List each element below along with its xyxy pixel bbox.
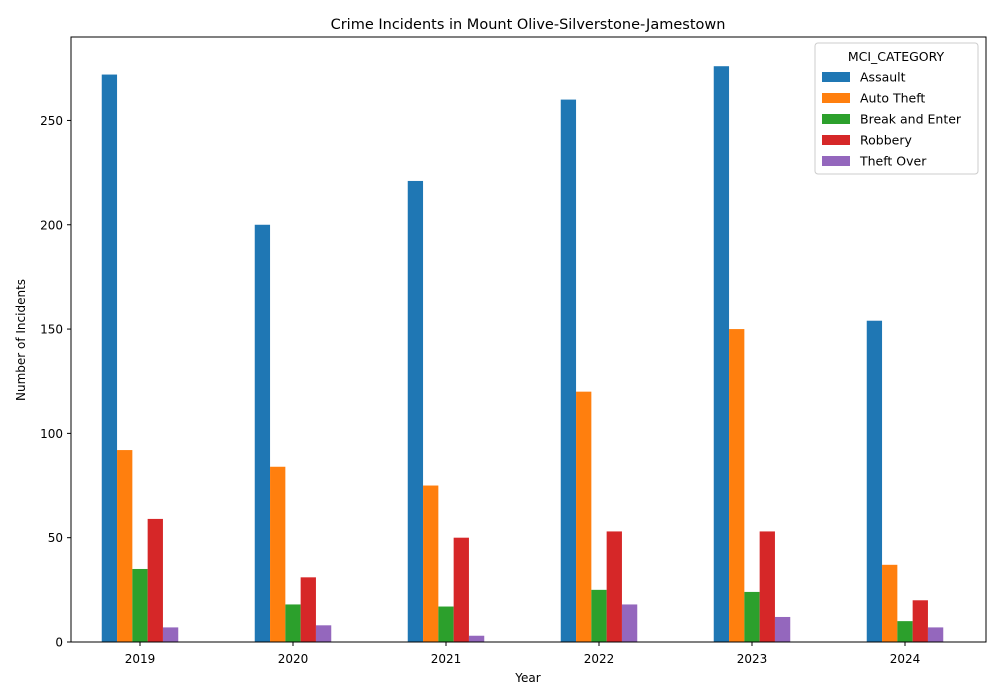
- x-axis-title: Year: [514, 671, 540, 685]
- legend-swatch-assault: [822, 72, 850, 82]
- legend-label-auto-theft: Auto Theft: [860, 91, 925, 106]
- bar-break-and-enter-2024: [897, 621, 913, 642]
- bar-assault-2023: [713, 66, 730, 642]
- bar-robbery-2023: [759, 531, 775, 642]
- x-tick-label-2022: 2022: [584, 652, 615, 666]
- bar-theft-over-2021: [468, 635, 485, 642]
- x-tick-label-2023: 2023: [737, 652, 768, 666]
- y-tick-label: 200: [40, 218, 63, 232]
- legend-items: Assault Auto Theft Break and Enter Robbery T…: [822, 70, 962, 169]
- y-tick-label: 250: [40, 114, 63, 128]
- legend-swatch-robbery: [822, 135, 850, 145]
- x-tick-label-2020: 2020: [278, 652, 309, 666]
- legend-swatch-auto-theft: [822, 93, 850, 103]
- legend-title: MCI_CATEGORY: [848, 49, 945, 64]
- legend-swatch-theft-over: [822, 156, 850, 166]
- y-tick-label: 0: [55, 636, 63, 650]
- bar-robbery-2021: [453, 537, 469, 642]
- legend-label-break-and-enter: Break and Enter: [860, 112, 962, 127]
- bar-break-and-enter-2022: [591, 589, 607, 642]
- bar-auto-theft-2022: [576, 391, 592, 642]
- y-tick-label: 50: [48, 531, 63, 545]
- bar-auto-theft-2023: [729, 329, 745, 642]
- legend-swatch-break-and-enter: [822, 114, 850, 124]
- bar-break-and-enter-2023: [744, 591, 760, 642]
- legend: MCI_CATEGORY Assault Auto Theft Break and …: [814, 42, 979, 175]
- bar-auto-theft-2020: [270, 466, 286, 642]
- legend-label-robbery: Robbery: [860, 133, 912, 148]
- y-tick-label: 150: [40, 323, 63, 337]
- bar-robbery-2024: [912, 600, 928, 642]
- bar-theft-over-2019: [162, 627, 179, 642]
- x-tick-label-2021: 2021: [431, 652, 462, 666]
- legend-label-assault: Assault: [860, 70, 906, 85]
- bar-assault-2021: [407, 180, 424, 642]
- bars-group: [101, 66, 944, 643]
- bar-break-and-enter-2019: [132, 568, 148, 642]
- x-tick-label-2024: 2024: [890, 652, 921, 666]
- plot-frame: [70, 36, 987, 643]
- bar-assault-2024: [866, 320, 883, 642]
- legend-box: [814, 42, 979, 175]
- chart-title: Crime Incidents in Mount Olive-Silversto…: [331, 17, 726, 33]
- bar-assault-2019: [101, 74, 118, 643]
- bar-theft-over-2023: [774, 616, 791, 642]
- bar-auto-theft-2021: [423, 485, 439, 642]
- x-axis-ticks: 2019 2020 2021 2022 2023 2024: [125, 642, 921, 666]
- bar-auto-theft-2024: [882, 564, 898, 642]
- bar-break-and-enter-2021: [438, 606, 454, 642]
- bar-robbery-2019: [147, 518, 163, 642]
- bar-robbery-2022: [606, 531, 622, 642]
- bar-robbery-2020: [300, 577, 316, 642]
- y-tick-label: 100: [40, 427, 63, 441]
- x-tick-label-2019: 2019: [125, 652, 156, 666]
- bar-assault-2020: [254, 224, 271, 642]
- bar-theft-over-2022: [621, 604, 638, 642]
- bar-theft-over-2020: [315, 625, 332, 642]
- y-axis-title: Number of Incidents: [14, 279, 28, 401]
- legend-label-theft-over: Theft Over: [859, 154, 927, 169]
- y-axis-ticks: 0 50 100 150 200 250: [40, 114, 71, 650]
- bar-auto-theft-2019: [117, 450, 133, 642]
- bar-assault-2022: [560, 99, 577, 643]
- bar-break-and-enter-2020: [285, 604, 301, 642]
- bar-theft-over-2024: [927, 627, 944, 642]
